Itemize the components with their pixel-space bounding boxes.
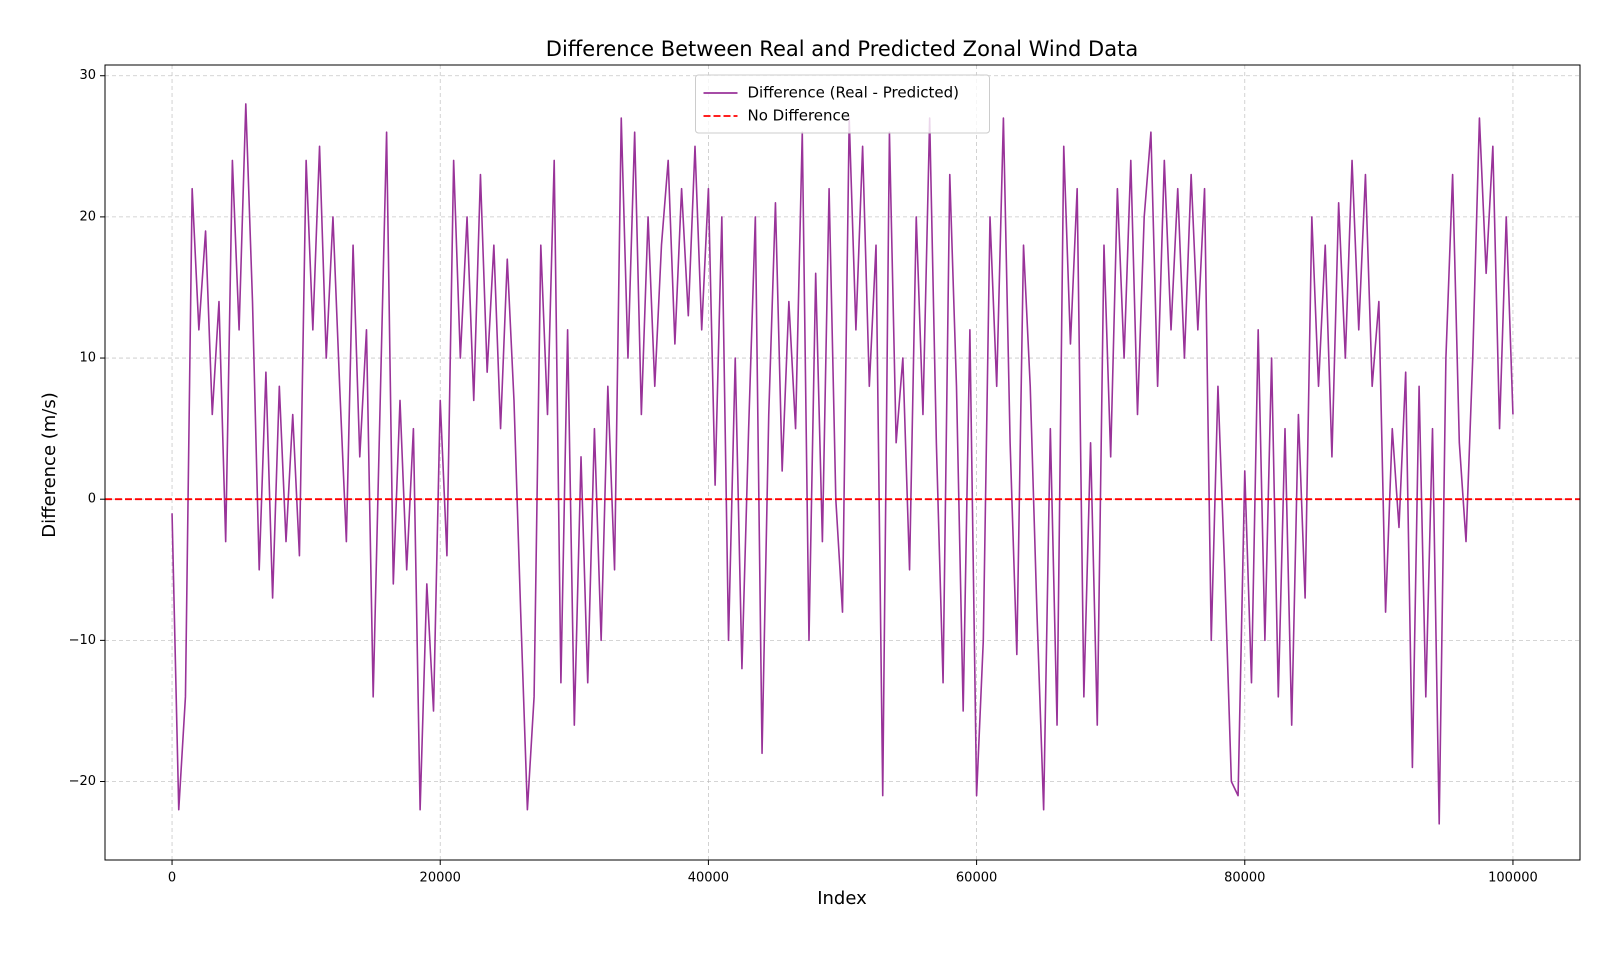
x-axis-label: Index	[817, 888, 867, 909]
x-tick-label: 40000	[688, 871, 729, 886]
y-tick-label: 10	[79, 351, 96, 366]
y-tick-label: 20	[79, 209, 96, 224]
plot-frame	[104, 64, 1581, 861]
x-tick-label: 100000	[1488, 871, 1538, 886]
legend: Difference (Real - Predicted) No Differen…	[695, 74, 990, 134]
y-tick-label: 30	[79, 68, 96, 83]
y-tick-label: −20	[69, 774, 96, 789]
legend-box	[695, 74, 990, 134]
data-line	[171, 103, 1514, 825]
chart-title: Difference Between Real and Predicted Zo…	[546, 37, 1138, 61]
y-tick-label: −10	[69, 633, 96, 648]
x-tick-label: 60000	[956, 871, 997, 886]
x-tick-label: 20000	[420, 871, 461, 886]
y-axis-label: Difference (m/s)	[39, 392, 60, 538]
y-tick-label: 0	[88, 492, 96, 507]
legend-label: Difference (Real - Predicted)	[748, 84, 960, 102]
legend-label: No Difference	[748, 107, 851, 125]
x-tick-label: 0	[168, 871, 176, 886]
x-tick-label: 80000	[1224, 871, 1265, 886]
